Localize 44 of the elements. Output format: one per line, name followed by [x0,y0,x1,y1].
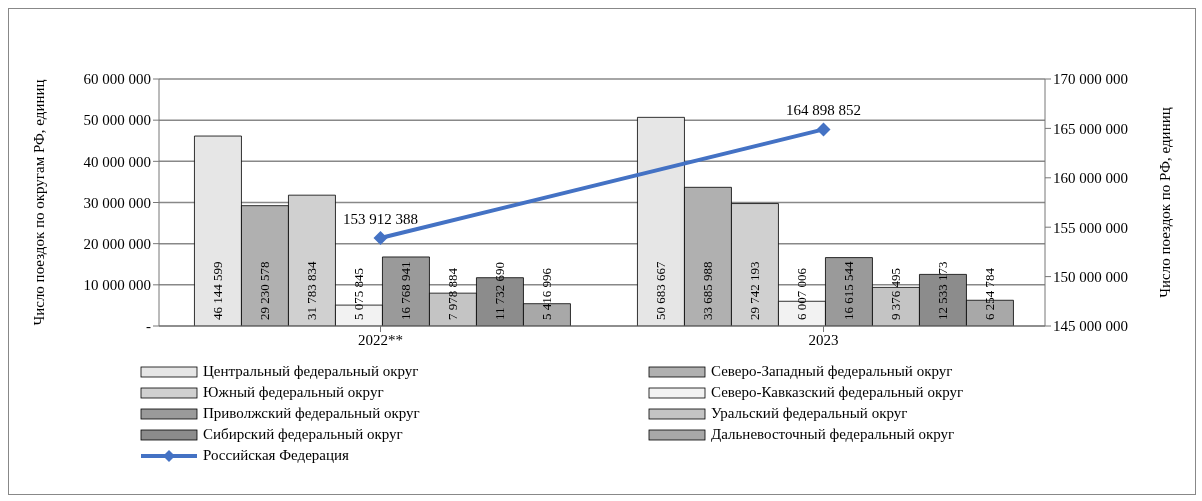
data-label: 16 615 544 [841,261,857,320]
y2-tick-label: 145 000 000 [1053,318,1128,335]
legend-label: Уральский федеральный округ [711,405,908,422]
y2-axis-title: Число поездок по РФ, единиц [1157,107,1174,298]
y2-tick-label: 155 000 000 [1053,219,1128,236]
y-tick-label: 10 000 000 [83,277,151,294]
y-tick-label: - [146,318,151,335]
data-label: 6 007 006 [794,267,810,320]
y-tick-label: 30 000 000 [83,194,151,211]
y2-tick-label: 160 000 000 [1053,170,1128,187]
data-label: 50 683 667 [653,261,669,320]
data-label: 29 742 193 [747,261,763,320]
y-tick-label: 50 000 000 [83,112,151,129]
data-label: 9 376 495 [888,268,904,320]
legend-label: Российская Федерация [203,447,349,464]
legend-label: Дальневосточный федеральный округ [711,426,955,443]
legend-label: Северо-Кавказский федеральный округ [711,384,964,401]
data-label: 7 978 884 [445,267,461,320]
y-tick-label: 60 000 000 [83,71,151,88]
data-label: 5 075 845 [351,268,367,320]
data-label: 11 732 690 [492,261,508,320]
legend-label: Центральный федеральный округ [203,363,419,380]
data-label: 153 912 388 [343,210,418,227]
y-axis-title: Число поездок по округам РФ, единиц [31,79,48,326]
legend-label: Северо-Западный федеральный округ [711,363,953,380]
legend-label: Южный федеральный округ [203,384,384,401]
x-tick-label: 2022** [358,331,403,348]
y-tick-label: 40 000 000 [83,153,151,170]
data-label: 46 144 599 [210,261,226,320]
legend-label: Приволжский федеральный округ [203,405,420,422]
data-label: 164 898 852 [786,102,861,119]
y2-tick-label: 150 000 000 [1053,268,1128,285]
data-label: 31 783 834 [304,261,320,320]
y2-tick-label: 170 000 000 [1053,71,1128,88]
x-tick-label: 2023 [808,331,839,348]
data-label: 12 533 173 [935,261,951,320]
data-label: 16 768 941 [398,261,414,320]
data-label: 33 685 988 [700,261,716,320]
y2-tick-label: 165 000 000 [1053,120,1128,137]
data-label: 5 416 996 [539,267,555,320]
y-tick-label: 20 000 000 [83,235,151,252]
data-label: 29 230 578 [257,261,273,320]
legend-label: Сибирский федеральный округ [203,426,403,443]
data-label: 6 254 784 [982,267,998,320]
